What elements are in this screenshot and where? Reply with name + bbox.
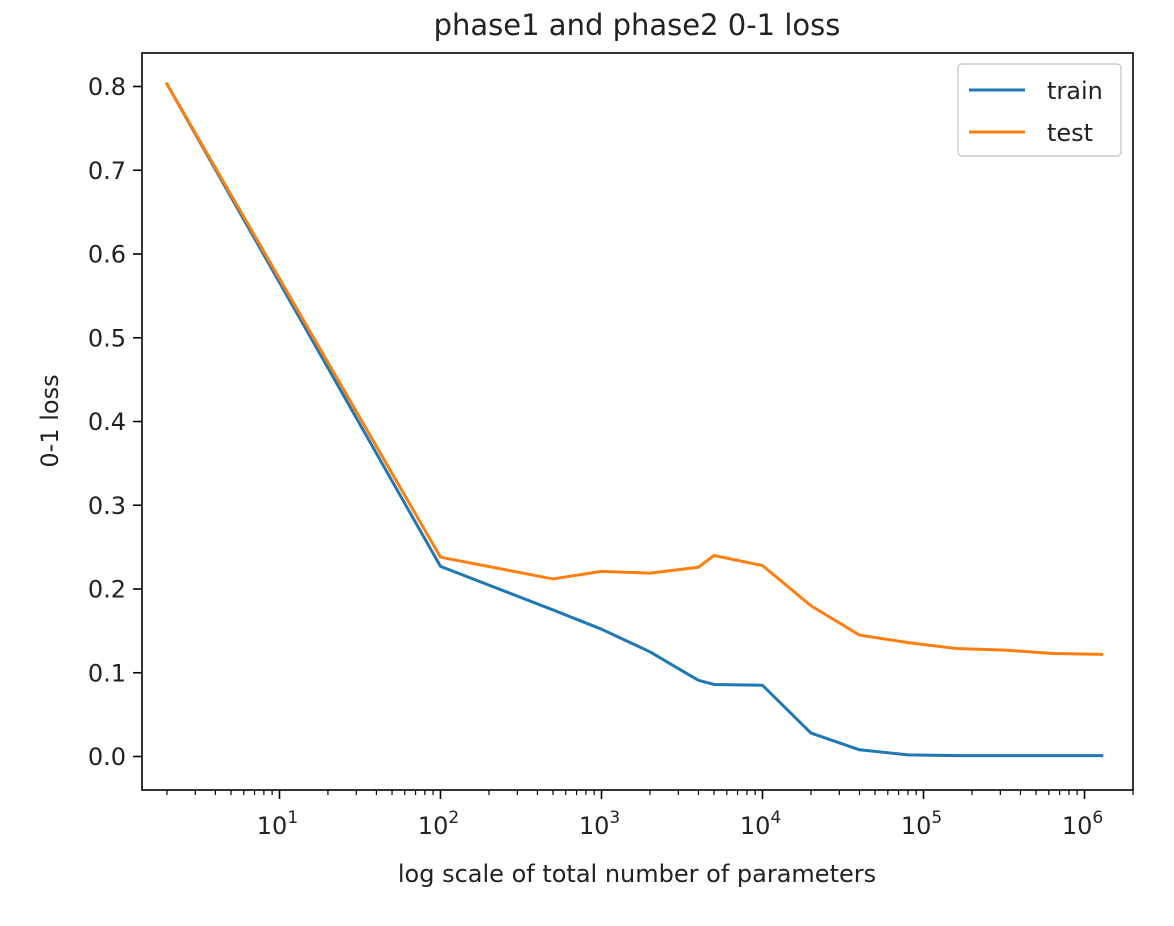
- chart-title: phase1 and phase2 0-1 loss: [434, 8, 841, 42]
- legend-label-train: train: [1047, 77, 1103, 105]
- y-tick-label: 0.8: [88, 73, 126, 101]
- legend: train test: [957, 63, 1122, 157]
- y-tick-label: 0.2: [88, 576, 126, 604]
- x-axis-label: log scale of total number of parameters: [398, 860, 876, 888]
- x-axis: 101 102 103 104 105 106: [166, 790, 1134, 840]
- y-axis: 0.0 0.1 0.2 0.3 0.4 0.5 0.6 0.7 0.8: [88, 73, 142, 771]
- x-tick-label: 103: [579, 808, 620, 840]
- x-tick-label: 106: [1062, 808, 1103, 840]
- y-axis-label: 0-1 loss: [36, 374, 64, 467]
- x-tick-label: 101: [257, 808, 298, 840]
- series-line-train: [164, 81, 1104, 758]
- y-tick-label: 0.0: [88, 743, 126, 771]
- y-tick-label: 0.5: [88, 324, 126, 352]
- x-tick-label: 104: [740, 808, 781, 840]
- y-tick-label: 0.7: [88, 157, 126, 185]
- x-tick-label: 102: [418, 808, 459, 840]
- y-tick-label: 0.4: [88, 408, 126, 436]
- series-line-test: [164, 81, 1104, 656]
- series-lines: [164, 81, 1104, 758]
- x-tick-label: 105: [901, 808, 942, 840]
- y-tick-label: 0.1: [88, 659, 126, 687]
- y-tick-label: 0.6: [88, 241, 126, 269]
- y-tick-label: 0.3: [88, 492, 126, 520]
- legend-label-test: test: [1047, 119, 1093, 147]
